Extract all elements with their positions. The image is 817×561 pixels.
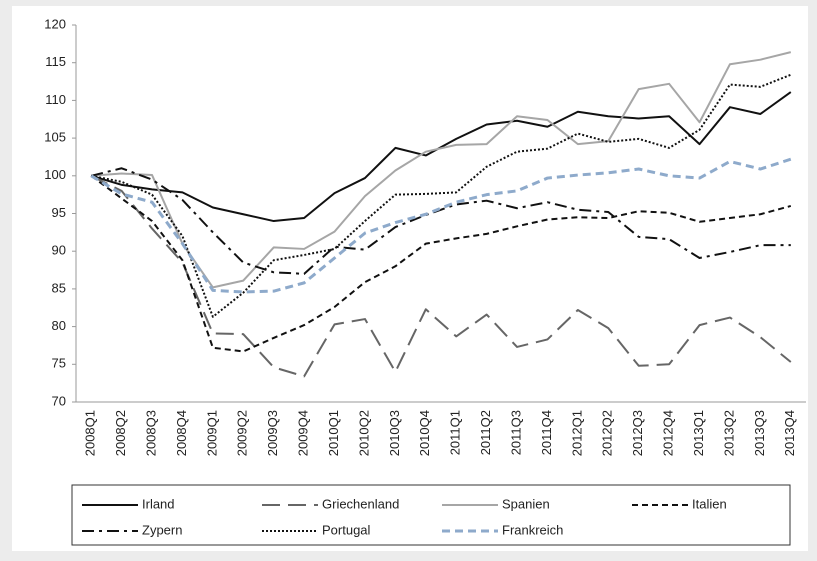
y-tick-label: 75 [52, 356, 66, 371]
series-line [90, 91, 792, 223]
series-line [90, 174, 792, 353]
x-tick-label: 2013Q4 [782, 410, 797, 456]
x-tick-label: 2009Q2 [235, 410, 250, 456]
legend-label: Frankreich [502, 522, 563, 537]
x-tick-label: 2013Q2 [721, 410, 736, 456]
y-tick-label: 95 [52, 205, 66, 220]
y-tick-label: 110 [45, 92, 66, 107]
x-tick-label: 2010Q3 [387, 410, 402, 456]
x-tick-label: 2012Q3 [630, 410, 645, 456]
x-tick-label: 2011Q4 [539, 410, 554, 455]
x-tick-label: 2012Q2 [600, 410, 615, 456]
legend-label: Portugal [322, 522, 371, 537]
legend-label: Irland [142, 496, 175, 511]
legend-label: Italien [692, 496, 727, 511]
x-tick-label: 2010Q2 [356, 410, 371, 456]
y-tick-label: 120 [44, 16, 66, 31]
x-tick-label: 2011Q2 [478, 410, 493, 455]
series-line [90, 167, 791, 275]
y-tick-label: 90 [52, 243, 66, 258]
y-tick-label: 105 [44, 130, 66, 145]
legend-box [71, 484, 791, 546]
x-tick-label: 2011Q1 [448, 410, 463, 455]
x-tick-label: 2009Q3 [265, 410, 280, 456]
x-tick-label: 2012Q4 [661, 410, 676, 456]
legend-label: Griechenland [322, 496, 399, 511]
x-tick-label: 2009Q4 [296, 410, 311, 456]
x-tick-label: 2013Q3 [752, 410, 767, 456]
x-tick-label: 2010Q1 [326, 410, 341, 456]
y-tick-label: 80 [52, 318, 66, 333]
y-tick-label: 85 [52, 280, 66, 295]
y-tick-label: 70 [52, 393, 66, 408]
chart-area [12, 6, 808, 551]
x-tick-label: 2008Q4 [174, 410, 189, 456]
legend-label: Zypern [142, 522, 182, 537]
x-tick-label: 2008Q3 [143, 410, 158, 456]
x-tick-label: 2008Q1 [83, 410, 98, 456]
series-line [90, 157, 792, 294]
x-tick-label: 2010Q4 [417, 410, 432, 456]
x-tick-label: 2009Q1 [204, 410, 219, 456]
x-tick-label: 2011Q3 [508, 410, 523, 455]
x-tick-label: 2013Q1 [691, 410, 706, 456]
series-line [90, 174, 792, 378]
x-tick-label: 2008Q2 [113, 410, 128, 456]
y-tick-label: 100 [44, 167, 66, 182]
y-tick-label: 115 [45, 54, 66, 69]
x-tick-label: 2012Q1 [569, 410, 584, 456]
legend-label: Spanien [502, 496, 550, 511]
